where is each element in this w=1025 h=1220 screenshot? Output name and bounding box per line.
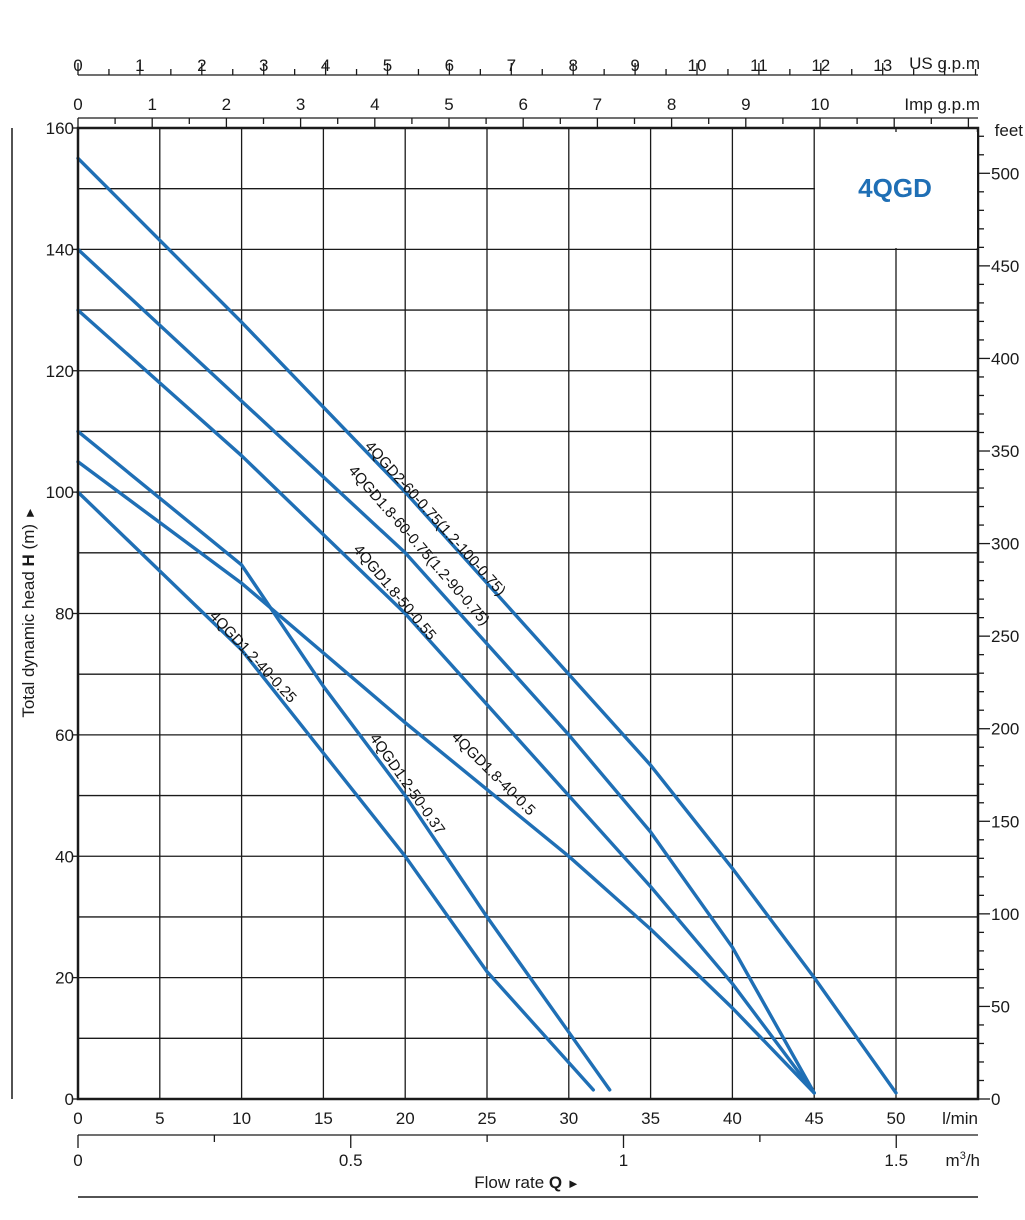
y-tick-label: 0 [65,1090,74,1109]
impgpm-tick-label: 1 [147,95,156,114]
impgpm-tick-label: 8 [667,95,676,114]
x-tick-label: 30 [559,1109,578,1128]
x-tick-label: 40 [723,1109,742,1128]
x-tick-label: 15 [314,1109,333,1128]
m3h-tick-label: 0 [73,1151,82,1170]
series-line [76,490,595,1092]
impgpm-tick-label: 10 [811,95,830,114]
y-tick-label: 160 [46,119,74,138]
x-tick-label: 45 [805,1109,824,1128]
feet-tick-label: 300 [991,535,1019,554]
series-line [76,429,612,1092]
usgpm-tick-label: 6 [445,56,454,75]
usgpm-tick-label: 7 [507,56,516,75]
impgpm-unit-label: Imp g.p.m [904,95,980,114]
x-tick-label: 25 [478,1109,497,1128]
impgpm-tick-label: 9 [741,95,750,114]
impgpm-tick-label: 2 [222,95,231,114]
impgpm-tick-label: 5 [444,95,453,114]
series-line [76,156,898,1095]
m3h-tick-label: 1 [619,1151,628,1170]
x-axis-title: Flow rate Q ► [474,1173,580,1192]
impgpm-tick-label: 7 [593,95,602,114]
feet-tick-label: 450 [991,257,1019,276]
m3h-unit-label: m3/h [946,1150,980,1170]
feet-tick-label: 150 [991,812,1019,831]
usgpm-tick-label: 0 [73,56,82,75]
impgpm-tick-label: 0 [73,95,82,114]
x-tick-label: 20 [396,1109,415,1128]
series-label: 4QGD1.8-40-0.5 [448,729,538,819]
x-unit-label: l/min [942,1109,978,1128]
feet-unit-label: feet [995,121,1024,140]
impgpm-tick-label: 3 [296,95,305,114]
usgpm-tick-label: 8 [568,56,577,75]
x-tick-label: 0 [73,1109,82,1128]
usgpm-tick-label: 3 [259,56,268,75]
usgpm-tick-label: 5 [383,56,392,75]
usgpm-tick-label: 2 [197,56,206,75]
y-tick-label: 80 [55,605,74,624]
y-axis-title: Total dynamic head H (m) ► [19,506,38,717]
usgpm-tick-label: 4 [321,56,330,75]
usgpm-tick-label: 12 [811,56,830,75]
usgpm-tick-label: 1 [135,56,144,75]
y-tick-label: 120 [46,362,74,381]
feet-tick-label: 50 [991,997,1010,1016]
usgpm-tick-label: 9 [630,56,639,75]
chart-badge: 4QGD [858,173,932,203]
x-tick-label: 35 [641,1109,660,1128]
feet-tick-label: 200 [991,720,1019,739]
y-tick-label: 20 [55,969,74,988]
usgpm-tick-label: 13 [873,56,892,75]
grid [78,128,978,1099]
x-tick-label: 10 [232,1109,251,1128]
feet-tick-label: 500 [991,164,1019,183]
y-tick-label: 140 [46,240,74,259]
x-tick-label: 50 [887,1109,906,1128]
series-line [76,247,816,1095]
feet-tick-label: 0 [991,1090,1000,1109]
badge-box [815,132,977,248]
usgpm-tick-label: 11 [750,56,768,75]
impgpm-tick-label: 4 [370,95,379,114]
feet-tick-label: 250 [991,627,1019,646]
feet-tick-label: 400 [991,349,1019,368]
y-tick-label: 40 [55,847,74,866]
usgpm-unit-label: US g.p.m [909,54,980,73]
x-tick-label: 5 [155,1109,164,1128]
series-line [76,308,816,1095]
m3h-tick-label: 1.5 [884,1151,908,1170]
feet-tick-label: 350 [991,442,1019,461]
impgpm-tick-label: 6 [518,95,527,114]
feet-tick-label: 100 [991,905,1019,924]
y-tick-label: 60 [55,726,74,745]
usgpm-tick-label: 10 [688,56,707,75]
m3h-tick-label: 0.5 [339,1151,363,1170]
y-tick-label: 100 [46,483,74,502]
series-line [76,460,816,1095]
